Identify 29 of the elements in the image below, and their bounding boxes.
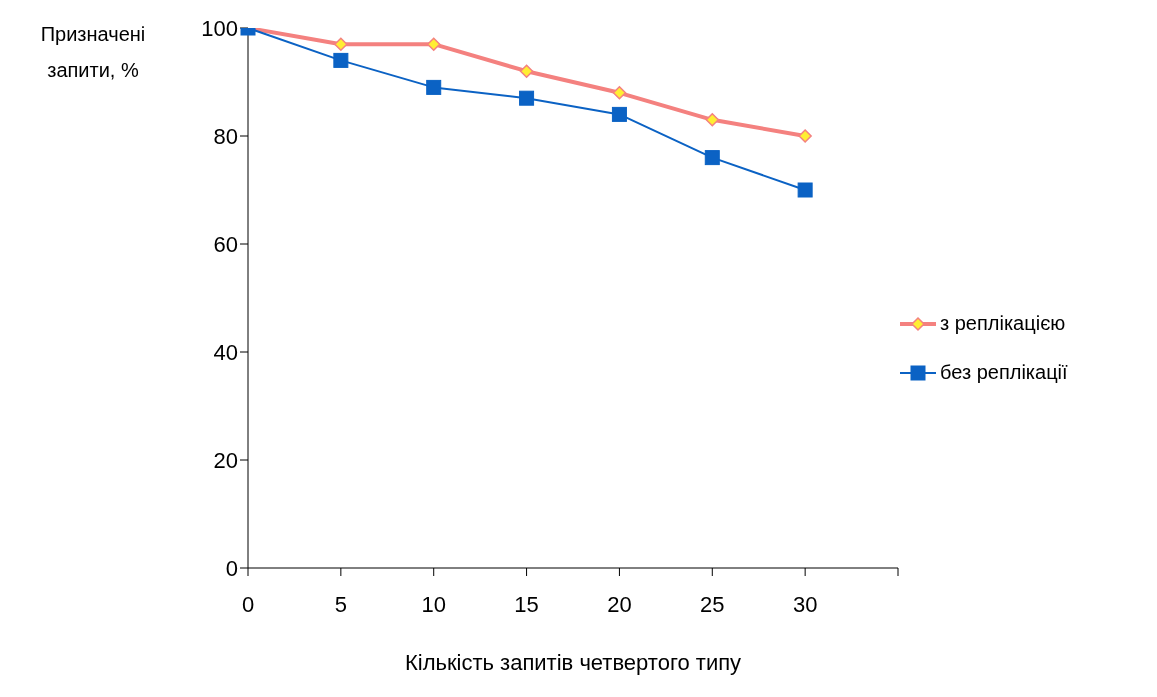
point: [797, 182, 813, 198]
point: [704, 150, 720, 166]
x-tick-label: 20: [607, 591, 632, 617]
x-axis-title: Кількість запитів четвертого типу: [404, 650, 742, 675]
y-tick-label: 40: [213, 339, 238, 365]
x-tick-label: 25: [700, 591, 725, 617]
legend-label: без реплікації: [940, 361, 1068, 384]
point: [426, 79, 442, 95]
point: [611, 106, 627, 122]
point: [519, 64, 534, 78]
y-tick-label: 0: [225, 555, 238, 581]
x-tick-label: 5: [334, 591, 347, 617]
x-tick-label: 10: [421, 591, 446, 617]
point: [612, 86, 627, 100]
legend-label: з реплікацією: [940, 312, 1066, 335]
point: [705, 113, 720, 127]
y-tick-label: 60: [213, 231, 238, 257]
x-tick-label: 30: [792, 591, 818, 617]
point: [519, 90, 535, 106]
y-tick-label: 20: [213, 447, 238, 473]
point: [334, 37, 348, 51]
y-axis-title: Призначені запити, %: [39, 22, 147, 83]
y-tick-label: 100: [201, 15, 238, 41]
y-tick-label: 80: [213, 123, 238, 149]
point: [798, 129, 812, 143]
x-tick-label: 15: [514, 591, 539, 617]
x-tick-label: 0: [241, 591, 255, 617]
point: [333, 52, 349, 68]
point: [426, 37, 441, 51]
